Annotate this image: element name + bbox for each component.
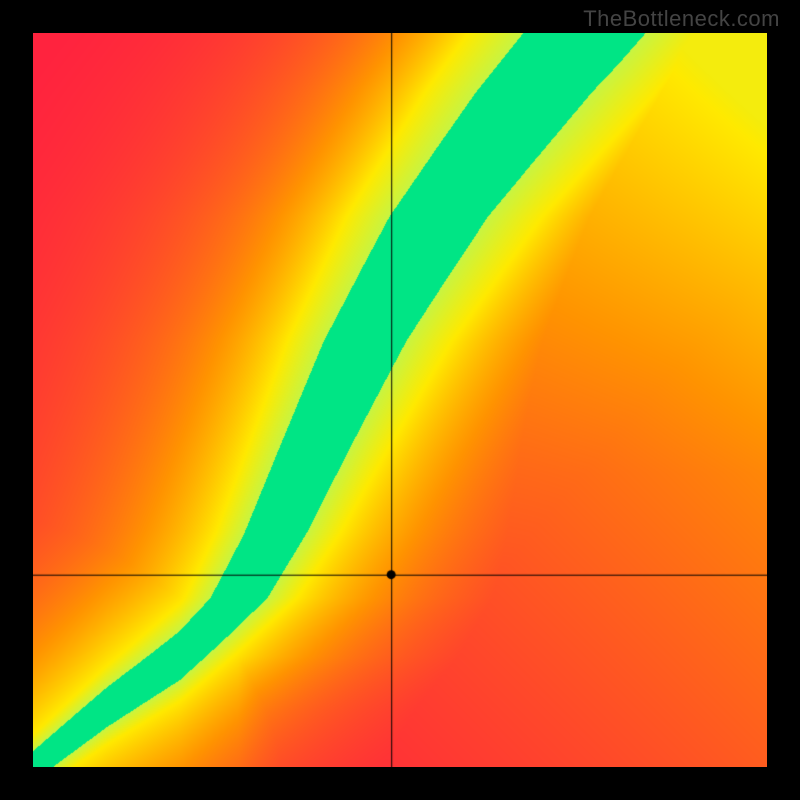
plot-area — [33, 33, 767, 767]
chart-container: TheBottleneck.com — [0, 0, 800, 800]
watermark-text: TheBottleneck.com — [583, 6, 780, 32]
heatmap-canvas — [33, 33, 767, 767]
